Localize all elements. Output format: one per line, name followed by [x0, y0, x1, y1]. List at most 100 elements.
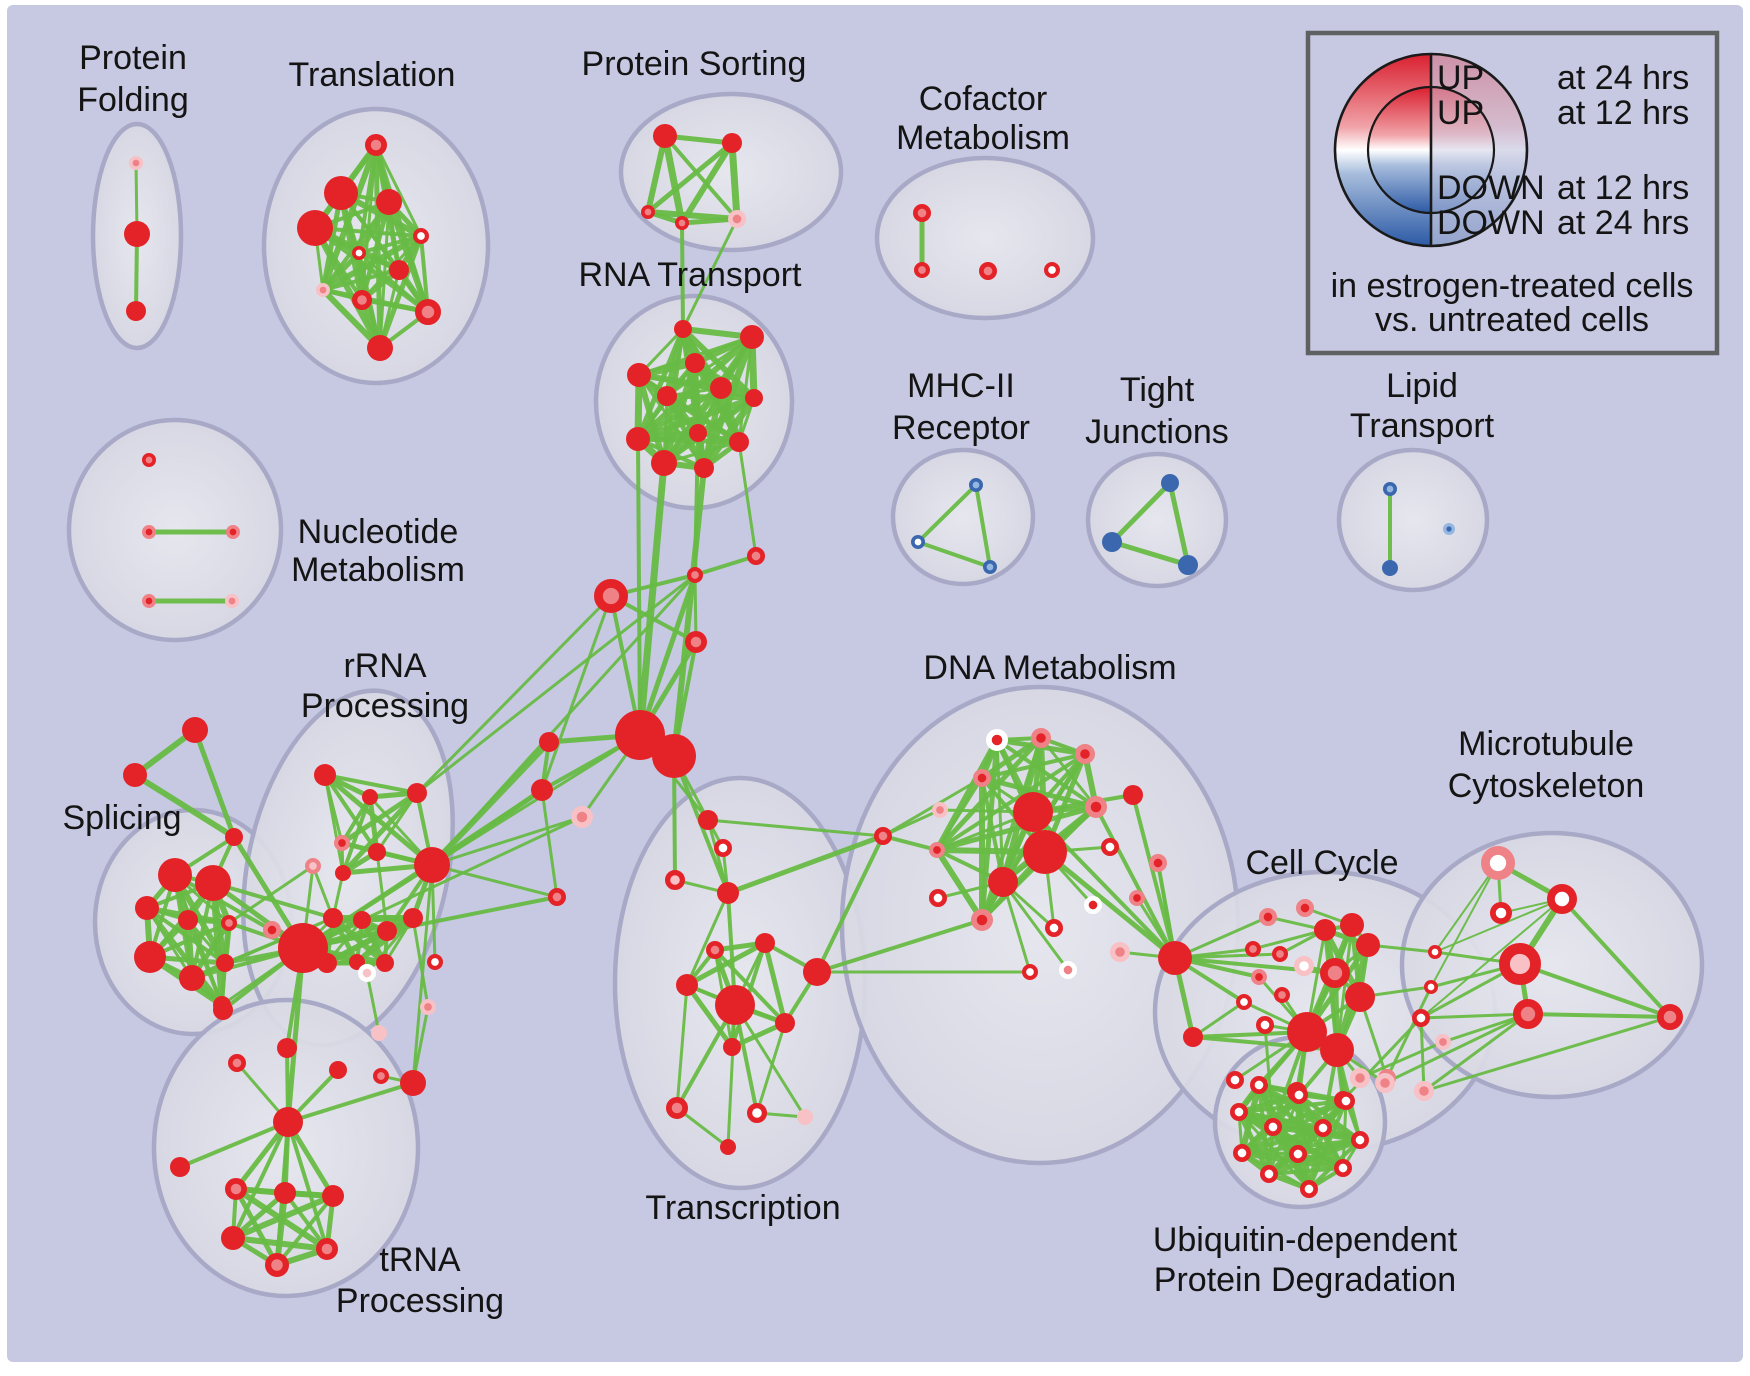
network-node	[1259, 1164, 1278, 1183]
network-edge	[1001, 880, 1070, 972]
network-node	[273, 1107, 303, 1137]
network-edge	[365, 916, 415, 975]
network-edge	[662, 386, 723, 465]
network-edge	[979, 775, 1099, 810]
network-edge	[411, 916, 430, 1009]
network-edge	[320, 250, 362, 293]
network-node	[333, 835, 350, 852]
network-node	[1320, 958, 1351, 989]
network-node	[225, 594, 240, 609]
network-node	[1158, 941, 1192, 975]
network-node	[367, 335, 393, 361]
network-edge	[726, 1003, 737, 1149]
network-node	[371, 1025, 387, 1041]
network-node	[874, 827, 893, 846]
network-edge	[645, 140, 735, 215]
network-node	[324, 176, 358, 210]
network-node	[1289, 1085, 1308, 1104]
network-edge	[430, 815, 584, 867]
network-edge	[1422, 1015, 1672, 1093]
network-node	[1411, 1009, 1430, 1028]
network-node	[362, 789, 378, 805]
network-edge	[227, 864, 315, 925]
cluster-label-protein-folding: Folding	[77, 81, 189, 119]
network-node	[1229, 1102, 1248, 1121]
network-node	[651, 450, 677, 476]
network-edge	[285, 945, 306, 1125]
network-node	[665, 1096, 688, 1119]
network-node	[1657, 1004, 1684, 1031]
network-node	[1313, 1118, 1332, 1137]
network-node	[1244, 941, 1261, 958]
network-node	[213, 1000, 233, 1020]
network-edge	[693, 431, 700, 577]
legend-note-line: vs. untreated cells	[1375, 301, 1649, 339]
network-node	[170, 1157, 190, 1177]
network-edge	[635, 326, 686, 442]
network-node	[352, 290, 373, 311]
network-node	[216, 954, 234, 972]
network-node	[746, 1102, 767, 1123]
network-node	[1481, 845, 1516, 880]
network-edge	[178, 1120, 290, 1169]
network-node	[1299, 1179, 1318, 1198]
network-edge	[815, 918, 984, 974]
network-node	[1013, 792, 1053, 832]
network-node	[129, 156, 144, 171]
network-node	[353, 911, 371, 929]
legend-time-label: at 12 hrs	[1557, 94, 1689, 132]
network-edge	[1434, 862, 1499, 953]
network-edge	[415, 594, 613, 795]
network-edge	[755, 1021, 787, 1115]
network-node	[1434, 1033, 1451, 1050]
network-edge	[636, 459, 668, 739]
network-edge	[934, 804, 1099, 853]
network-edge	[671, 465, 707, 759]
network-node	[278, 923, 328, 973]
network-node	[403, 908, 423, 928]
network-edge	[301, 895, 559, 950]
network-edge	[881, 808, 942, 838]
network-node	[723, 1038, 741, 1056]
network-edge	[301, 815, 584, 950]
network-edge	[935, 776, 984, 852]
network-node	[1547, 884, 1578, 915]
network-node	[914, 261, 931, 278]
cluster-label-cofactor-metabolism: Metabolism	[896, 119, 1070, 157]
network-node	[297, 210, 333, 246]
network-edge	[637, 572, 698, 738]
network-edge	[762, 940, 788, 1026]
network-edge	[679, 216, 740, 226]
network-edge	[684, 940, 768, 988]
network-node	[323, 908, 343, 928]
network-node	[1293, 955, 1314, 976]
network-node	[1030, 727, 1051, 748]
legend-time-label: at 24 hrs	[1557, 204, 1689, 242]
network-node	[1288, 1144, 1307, 1163]
network-edge	[430, 573, 697, 867]
network-edge	[661, 132, 686, 227]
network-node	[335, 865, 351, 881]
network-edge	[321, 268, 401, 292]
network-node	[929, 842, 946, 859]
network-node	[1232, 1143, 1251, 1162]
legend: UP at 24 hrs UP at 12 hrs DOWN at 12 hrs DOWN a…	[1305, 30, 1720, 356]
cluster-label-mhc-ii-receptor: Receptor	[892, 409, 1030, 447]
cluster-label-nucleotide-metabolism: Metabolism	[291, 551, 465, 589]
network-edge	[680, 221, 685, 331]
network-edge	[430, 733, 642, 867]
network-node	[1333, 1158, 1352, 1177]
network-edge	[378, 268, 401, 350]
network-node	[317, 953, 337, 973]
cluster-label-cofactor-metabolism: Cofactor	[919, 80, 1048, 118]
network-node	[182, 717, 208, 743]
network-node	[1023, 830, 1067, 874]
network-node	[932, 802, 949, 819]
network-node	[1109, 941, 1130, 962]
network-node	[1249, 1075, 1268, 1094]
cluster-label-rna-transport: RNA Transport	[579, 256, 803, 294]
network-node	[1340, 913, 1364, 937]
cluster-label-dna-metabolism: DNA Metabolism	[923, 649, 1176, 687]
cluster-label-translation: Translation	[289, 56, 456, 94]
cluster-ellipse-mhc-ii-receptor	[890, 447, 1036, 587]
